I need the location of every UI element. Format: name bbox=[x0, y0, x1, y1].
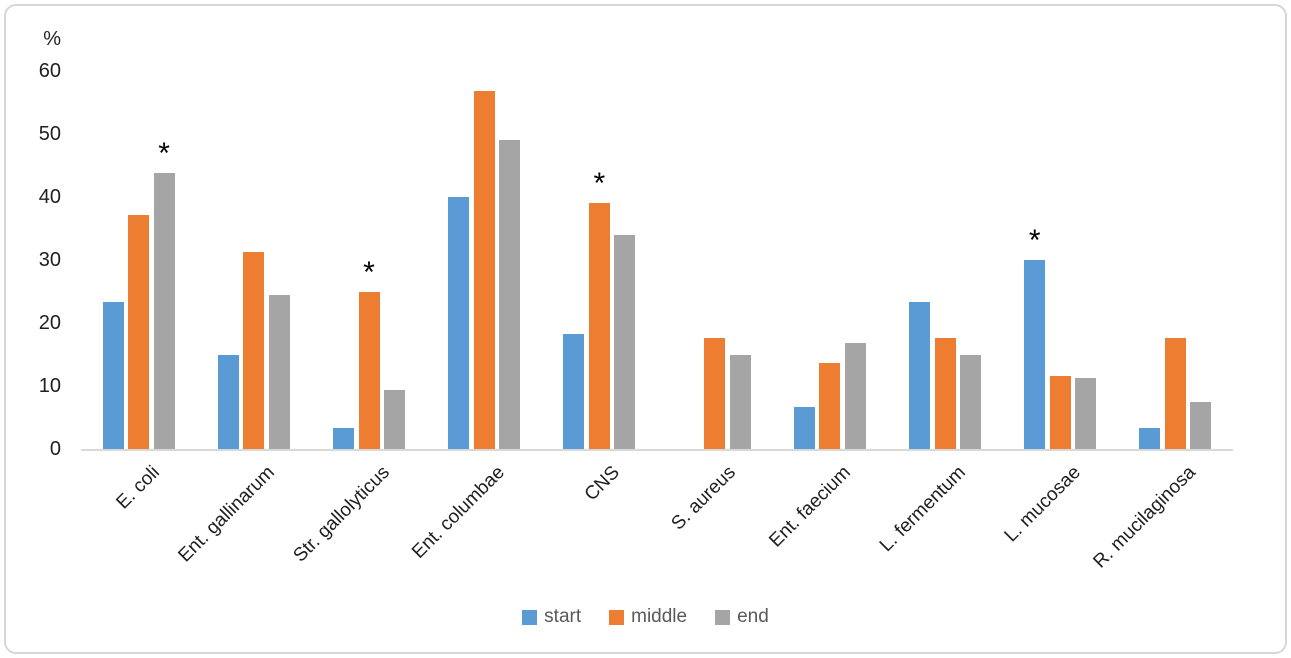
x-axis-line bbox=[81, 449, 1233, 451]
bar-end bbox=[384, 390, 405, 449]
y-tick-label: 50 bbox=[38, 123, 61, 145]
y-axis-unit-label: % bbox=[43, 28, 61, 50]
legend-swatch-icon bbox=[609, 609, 625, 625]
bar-chart: % 0 10 20 30 40 50 60 * * * * E. coli Ent. gallina… bbox=[6, 6, 1285, 652]
bar-middle bbox=[819, 363, 841, 449]
legend-swatch-icon bbox=[522, 609, 538, 625]
bar-middle bbox=[358, 291, 380, 449]
bar-middle bbox=[473, 90, 495, 449]
y-tick-label: 20 bbox=[38, 312, 61, 334]
y-tick-label: 40 bbox=[38, 186, 61, 208]
bar-start bbox=[102, 302, 124, 449]
bar-middle bbox=[128, 214, 150, 449]
legend-label: end bbox=[737, 606, 769, 627]
bar-middle bbox=[1049, 375, 1071, 449]
bar-end bbox=[844, 342, 866, 449]
bar-end bbox=[268, 295, 290, 449]
bar-middle bbox=[934, 338, 956, 449]
legend-item-middle: middle bbox=[609, 606, 687, 628]
bar-middle bbox=[1164, 338, 1186, 449]
bar-start bbox=[1024, 260, 1046, 449]
y-tick-label: 30 bbox=[38, 249, 61, 271]
legend: start middle end bbox=[6, 603, 1285, 631]
bar-start bbox=[909, 302, 930, 449]
bar-end bbox=[614, 235, 636, 449]
bar-start bbox=[793, 406, 815, 449]
bar-start bbox=[333, 428, 354, 449]
bar-middle bbox=[243, 251, 265, 449]
bar-start bbox=[448, 197, 470, 449]
bar-start bbox=[217, 354, 239, 449]
legend-label: middle bbox=[631, 606, 688, 627]
y-tick-label: 0 bbox=[49, 438, 61, 460]
bar-end bbox=[153, 173, 175, 449]
legend-label: start bbox=[544, 606, 582, 627]
bar-end bbox=[1075, 378, 1097, 449]
y-tick-label: 60 bbox=[38, 60, 61, 82]
legend-item-start: start bbox=[522, 606, 581, 628]
significance-asterisk: * bbox=[593, 166, 606, 200]
bar-middle bbox=[704, 338, 726, 449]
bar-end bbox=[1190, 402, 1212, 449]
bar-start bbox=[563, 333, 585, 449]
bar-middle bbox=[588, 202, 610, 449]
bar-end bbox=[499, 140, 521, 449]
significance-asterisk: * bbox=[158, 137, 170, 171]
chart-frame: % 0 10 20 30 40 50 60 * * * * E. coli Ent. gallina… bbox=[4, 4, 1287, 654]
bar-start bbox=[1139, 428, 1161, 449]
y-tick-label: 10 bbox=[38, 375, 61, 397]
significance-asterisk: * bbox=[1028, 224, 1041, 257]
significance-asterisk: * bbox=[363, 255, 375, 289]
bar-end bbox=[729, 354, 751, 449]
legend-swatch-icon bbox=[715, 609, 731, 625]
legend-item-end: end bbox=[715, 606, 769, 628]
bar-end bbox=[960, 354, 981, 449]
